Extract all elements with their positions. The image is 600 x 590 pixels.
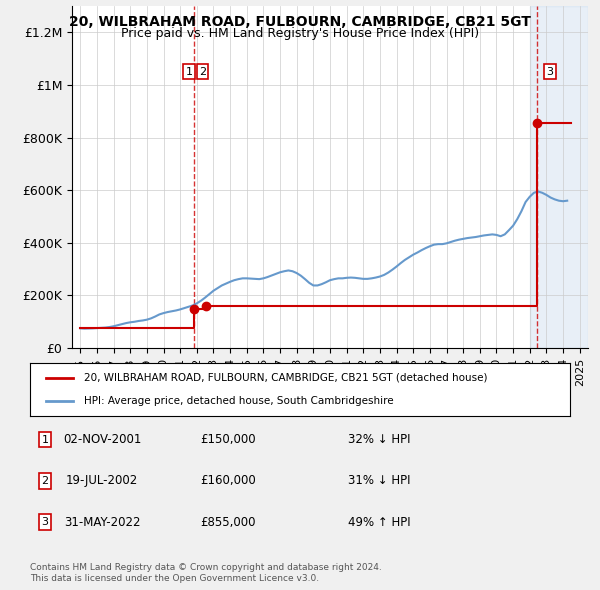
- Text: 02-NOV-2001: 02-NOV-2001: [63, 433, 141, 446]
- Text: 32% ↓ HPI: 32% ↓ HPI: [348, 433, 410, 446]
- Text: HPI: Average price, detached house, South Cambridgeshire: HPI: Average price, detached house, Sout…: [84, 396, 394, 406]
- Text: Price paid vs. HM Land Registry's House Price Index (HPI): Price paid vs. HM Land Registry's House …: [121, 27, 479, 40]
- Bar: [530, 6, 588, 348]
- Text: 2: 2: [199, 67, 206, 77]
- Text: 3: 3: [41, 517, 49, 527]
- Text: 31% ↓ HPI: 31% ↓ HPI: [348, 474, 410, 487]
- Text: 49% ↑ HPI: 49% ↑ HPI: [348, 516, 410, 529]
- Text: 1: 1: [41, 435, 49, 444]
- Text: 2: 2: [41, 476, 49, 486]
- Text: 20, WILBRAHAM ROAD, FULBOURN, CAMBRIDGE, CB21 5GT: 20, WILBRAHAM ROAD, FULBOURN, CAMBRIDGE,…: [69, 15, 531, 29]
- Text: 1: 1: [185, 67, 193, 77]
- Text: 3: 3: [547, 67, 553, 77]
- Text: £855,000: £855,000: [200, 516, 256, 529]
- Text: £150,000: £150,000: [200, 433, 256, 446]
- Text: 20, WILBRAHAM ROAD, FULBOURN, CAMBRIDGE, CB21 5GT (detached house): 20, WILBRAHAM ROAD, FULBOURN, CAMBRIDGE,…: [84, 373, 487, 383]
- Text: Contains HM Land Registry data © Crown copyright and database right 2024.
This d: Contains HM Land Registry data © Crown c…: [30, 563, 382, 583]
- Text: 31-MAY-2022: 31-MAY-2022: [64, 516, 140, 529]
- Text: 19-JUL-2002: 19-JUL-2002: [66, 474, 138, 487]
- Text: £160,000: £160,000: [200, 474, 256, 487]
